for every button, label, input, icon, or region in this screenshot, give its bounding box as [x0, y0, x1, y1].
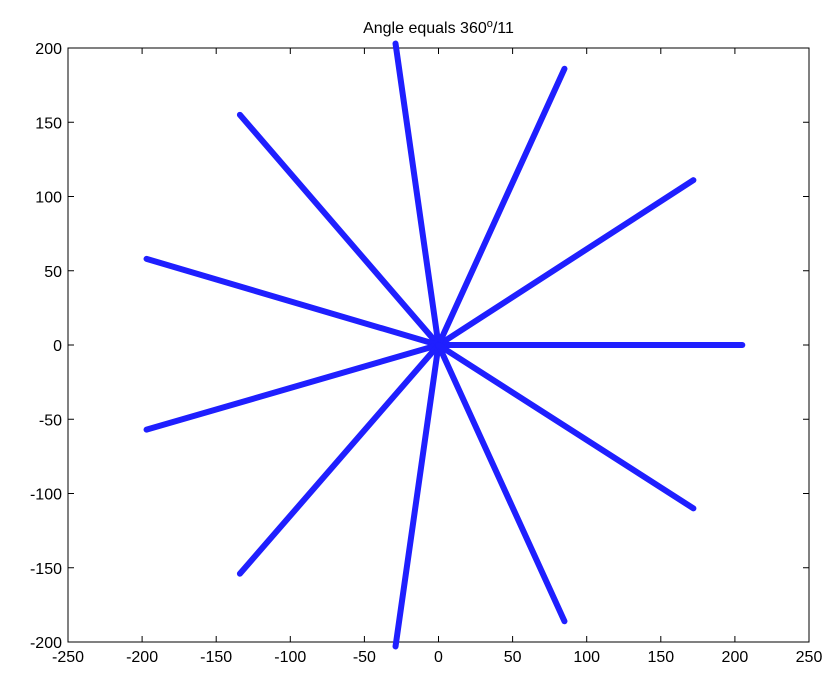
spoke-line-3	[435, 65, 568, 348]
spoke-line-4	[392, 40, 442, 348]
y-tick-label: 200	[35, 41, 62, 58]
spoke-line-6	[143, 255, 442, 348]
x-tick-label: -100	[274, 649, 306, 666]
x-tick-label: 200	[722, 649, 749, 666]
spoke-line-10	[435, 342, 568, 625]
y-tick-label: -100	[30, 487, 62, 504]
y-tick-label: -150	[30, 561, 62, 578]
spoke-line-2	[435, 177, 697, 348]
spoke-line-9	[392, 342, 442, 650]
y-tick-label: 0	[53, 338, 62, 355]
x-tick-label: -250	[52, 649, 84, 666]
x-tick-label: -150	[200, 649, 232, 666]
chart-title-superscript: o	[487, 18, 493, 30]
chart-title: Angle equals 360o/11	[363, 18, 514, 37]
x-tick-label: -50	[353, 649, 376, 666]
x-tick-label: 250	[796, 649, 823, 666]
x-tick-label: 0	[434, 649, 443, 666]
x-tick-label: 100	[573, 649, 600, 666]
spokes-layer	[143, 40, 746, 650]
spoke-line-5	[236, 111, 442, 348]
spoke-line-11	[435, 342, 697, 512]
x-tick-label: 50	[504, 649, 522, 666]
chart-title-main: Angle equals 360	[363, 20, 487, 37]
y-tick-label: -50	[39, 412, 62, 429]
x-tick-label: -200	[126, 649, 158, 666]
ticks-layer: -250 -200 -150 -100 -50 0 50 100 150 200 250-200-1…	[30, 41, 822, 666]
chart-title-suffix: /11	[493, 20, 514, 37]
x-tick-label: 150	[647, 649, 674, 666]
y-tick-label: -200	[30, 635, 62, 652]
y-tick-label: 100	[35, 190, 62, 207]
spoke-line-7	[143, 342, 442, 433]
y-tick-label: 150	[35, 115, 62, 132]
y-tick-label: 50	[44, 264, 62, 281]
spoke-line-8	[236, 342, 442, 577]
